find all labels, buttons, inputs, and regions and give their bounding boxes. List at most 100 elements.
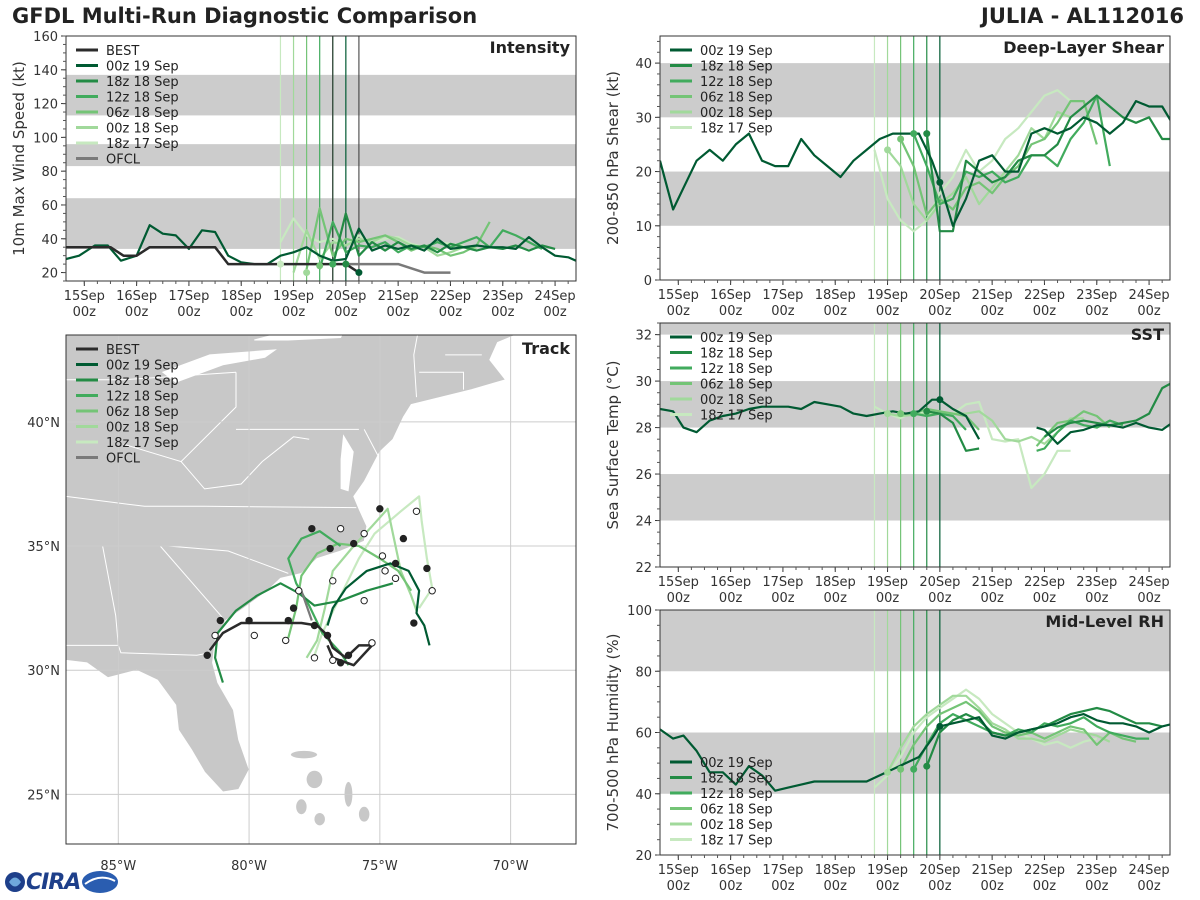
shear-xtick-hour-5: 00z [928,304,952,319]
intensity-frame [65,35,577,282]
shear-xtick-hour-3: 00z [824,304,848,319]
intensity-xtick-day-0: 15Sep [64,289,105,304]
intensity-plot-area [66,36,576,281]
rh-xtick-day-5: 20Sep [919,863,960,878]
track-state-border-12 [363,429,381,460]
intensity-ytick-label-160: 160 [33,30,58,45]
shear-xtick-hour-6: 00z [980,304,1004,319]
rh-ytick-label-60: 60 [635,727,652,742]
rh-marker-00z-18-sep [884,768,892,776]
sst-xtick-day-6: 21Sep [972,575,1013,590]
track-title: Track [522,339,570,358]
shear-ytick-label-20: 20 [635,166,652,181]
intensity-band-2 [66,74,576,116]
sst-ytick-label-28: 28 [635,422,652,437]
intensity-title: Intensity [490,38,571,57]
track-position-open-32 [295,587,303,595]
track-line-12z-18-sep [287,530,350,666]
track-position-filled-13 [423,564,431,573]
sst-xtick-hour-0: 00z [667,591,691,606]
intensity-ytick-label-20: 20 [41,267,58,282]
rh-legend-label-12z-18-sep: 12z 18 Sep [700,787,773,802]
rh-ylabel: 700-500 hPa Humidity (%) [604,633,622,831]
shear-legend-label-12z-18-sep: 12z 18 Sep [700,75,773,90]
intensity-ytick-label-60: 60 [41,199,58,214]
track-lat-label-30-n: 30°N [27,664,60,679]
track-position-filled-7 [344,651,353,659]
sst-xtick-day-3: 18Sep [815,575,856,590]
shear-legend-label-00z-19-sep: 00z 19 Sep [700,44,773,59]
sst-ytick-label-30: 30 [635,375,652,390]
intensity-xtick-day-2: 17Sep [168,289,209,304]
rh-marker-18z-18-sep [923,762,931,770]
rh-xtick-day-9: 24Sep [1129,863,1170,878]
storm-id: JULIA - AL112016 [981,4,1184,28]
shear-series-00z-18-sep [886,110,1072,222]
intensity-legend-label-12z-18-sep: 12z 18 Sep [106,91,179,106]
track-legend-label-18z-17-sep: 18z 17 Sep [106,436,179,451]
sst-xtick-day-0: 15Sep [658,575,699,590]
intensity-ytick-label-140: 140 [33,64,58,79]
track-panel: 85°W 80°W 75°W 70°W 25°N 30°N 35°N 40°N Track BES… [27,334,577,874]
intensity-xtick-day-1: 16Sep [116,289,157,304]
shear-xtick-day-5: 20Sep [919,288,960,303]
shear-xtick-hour-8: 00z [1085,304,1109,319]
track-position-filled-11 [376,505,384,513]
intensity-xtick-day-9: 24Sep [535,289,576,304]
shear-ylabel: 200-850 hPa Shear (kt) [604,71,622,245]
track-position-filled-4 [310,621,319,630]
sst-ylabel: Sea Surface Temp (°C) [604,360,622,529]
track-plot-area [66,335,576,844]
track-position-filled-2 [245,616,253,625]
rh-xtick-hour-1: 00z [719,879,743,894]
track-legend-label-ofcl: OFCL [106,452,141,467]
sst-legend-label-00z-18-sep: 00z 18 Sep [700,393,773,408]
track-position-open-31 [329,577,337,585]
track-state-border-8 [159,545,224,619]
shear-marker-00z-18-sep [884,146,892,154]
sst-xtick-day-2: 17Sep [762,575,803,590]
track-position-filled-14 [410,619,418,627]
shear-xtick-day-9: 24Sep [1129,288,1170,303]
intensity-band-1 [66,144,576,167]
sst-ytick-label-32: 32 [635,329,652,344]
track-frame [65,334,577,845]
intensity-xtick-day-7: 22Sep [430,289,471,304]
intensity-band-0 [66,198,576,249]
intensity-legend-label-00z-19-sep: 00z 19 Sep [106,60,179,75]
shear-legend-label-00z-18-sep: 00z 18 Sep [700,106,773,121]
rh-xtick-day-8: 23Sep [1076,863,1117,878]
sst-series-00z-19-sep [660,398,981,440]
intensity-ytick-label-120: 120 [33,98,58,113]
sst-series-00z-19-sep-1 [1036,421,1170,445]
sst-plot-area [660,323,1170,567]
intensity-ytick-label-80: 80 [41,165,58,180]
track-legend-label-00z-19-sep: 00z 19 Sep [106,359,179,374]
shear-legend-label-18z-17-sep: 18z 17 Sep [700,122,773,137]
shear-band-0 [660,171,1170,226]
rh-series-00z-18-sep [886,694,1111,773]
track-state-border-11 [180,436,310,490]
track-lat-label-25-n: 25°N [27,788,60,803]
track-position-filled-1 [216,616,225,625]
track-island-3 [358,806,370,822]
rh-xtick-hour-6: 00z [980,879,1004,894]
shear-ytick-label-0: 0 [644,274,652,289]
rh-ytick-label-20: 20 [635,849,652,864]
track-position-open-27 [329,656,337,664]
track-lake-ontario [254,335,343,341]
sst-ytick-label-24: 24 [635,515,652,530]
sst-xtick-day-4: 19Sep [867,575,908,590]
sst-marker-18z-18-sep [923,407,931,415]
rh-legend-label-06z-18-sep: 06z 18 Sep [700,803,773,818]
shear-xtick-day-3: 18Sep [815,288,856,303]
track-lon-label-75-w: 75°W [362,859,398,874]
intensity-xtick-hour-1: 00z [125,305,149,320]
intensity-legend-label-ofcl: OFCL [106,153,141,168]
sst-xtick-hour-4: 00z [876,591,900,606]
cira-logo-icon [5,872,25,892]
sst-ytick-label-26: 26 [635,468,652,483]
rh-marker-12z-18-sep [910,765,918,773]
sst-xtick-day-9: 24Sep [1129,575,1170,590]
rh-ytick-label-40: 40 [635,788,652,803]
